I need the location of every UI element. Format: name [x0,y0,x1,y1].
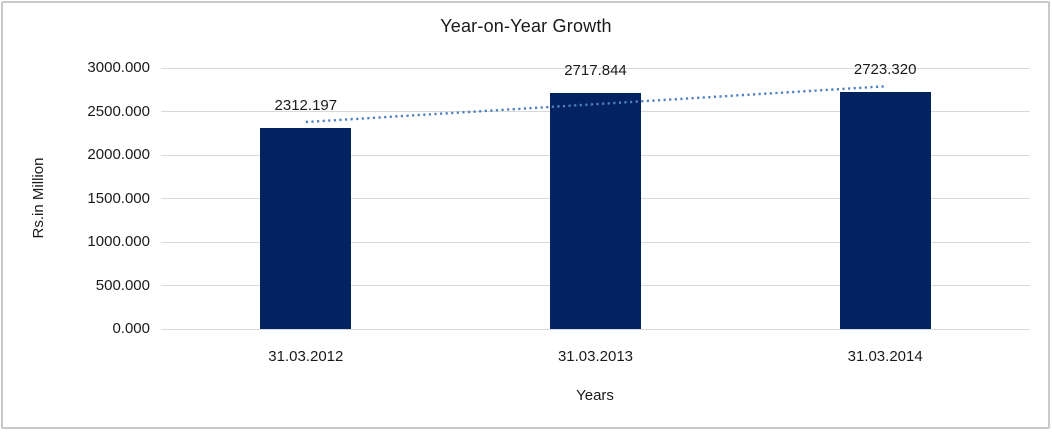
y-tick-label: 2000.000 [87,146,150,163]
y-gridline [161,67,1030,69]
bar-value-label: 2717.844 [564,61,627,79]
y-tick-label: 1000.000 [87,233,150,250]
bar-31.03.2012 [260,127,352,329]
x-tick-label: 31.03.2013 [557,348,634,365]
y-tick-label: 1500.000 [87,189,150,207]
bar-31.03.2014 [839,92,931,329]
y-tick-label: 0.000 [112,320,150,337]
y-tick-label: 500.000 [95,276,150,294]
y-gridline [161,328,1030,330]
x-tick-label: 31.03.2014 [847,348,923,365]
bar-value-label: 2312.197 [274,96,338,114]
x-tick-label: 31.03.2012 [268,348,344,365]
x-axis-title: Years [576,387,614,404]
chart-title: Year-on-Year Growth [440,16,612,36]
y-tick-label: 2500.000 [87,102,150,120]
bar-31.03.2013 [550,92,641,329]
y-tick-label: 3000.000 [87,59,150,76]
bar-value-label: 2723.320 [853,61,917,79]
